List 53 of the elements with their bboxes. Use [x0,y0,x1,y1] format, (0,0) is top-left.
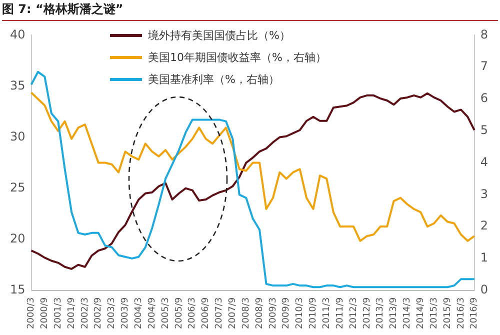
x-tick-label: 2015/3 [429,297,440,330]
x-tick-label: 2011/9 [335,297,346,330]
y-tick-label: 30 [10,129,26,144]
x-tick-label: 2010/9 [308,297,319,330]
x-tick-label: 2008/3 [241,297,252,330]
y2-tick-label: 5 [480,123,488,137]
x-tick-label: 2005/9 [174,297,184,330]
x-tick-label: 2007/9 [228,297,238,330]
y2-tick-label: 4 [480,154,488,169]
x-tick-label: 2016/9 [470,297,480,330]
x-tick-label: 2012/3 [348,297,359,330]
x-tick-label: 2006/9 [201,297,212,330]
legend-label: 美国10年期国债收益率（%，右轴） [148,50,326,64]
legend-label: 美国基准利率（%，右轴） [148,72,280,86]
x-tick-label: 2010/3 [295,297,306,330]
x-tick-label: 2002/3 [80,297,90,330]
y2-tick-label: 6 [480,91,488,106]
x-tick-label: 2004/3 [134,297,144,330]
x-tick-label: 2016/3 [456,297,466,330]
x-tick-label: 2007/3 [214,297,225,330]
x-tick-label: 2001/9 [66,297,77,330]
x-tick-label: 2008/9 [254,297,265,330]
x-tick-label: 2014/9 [416,297,426,330]
x-tick-label: 2012/9 [362,297,372,330]
x-tick-label: 2004/9 [147,297,158,330]
y-tick-label: 25 [10,180,26,194]
y2-tick-label: 1 [480,250,488,265]
y-tick-label: 35 [10,78,26,92]
y2-tick-label: 8 [480,27,488,42]
x-tick-label: 2013/3 [376,297,386,330]
x-tick-label: 2000/3 [26,297,37,330]
x-tick-label: 2011/3 [322,297,332,330]
y-tick-label: 20 [10,231,26,246]
x-tick-label: 2014/3 [402,297,413,330]
x-tick-label: 2006/3 [188,297,198,330]
y2-tick-label: 0 [480,282,488,296]
y2-tick-label: 7 [480,59,488,74]
x-tick-label: 2003/3 [107,297,118,330]
x-tick-label: 2002/9 [94,297,104,330]
x-tick-label: 2009/3 [268,297,278,330]
x-tick-label: 2015/9 [442,297,453,330]
y2-tick-label: 2 [480,218,488,233]
legend-label: 境外持有美国国债占比（%） [148,28,290,42]
x-tick-label: 2013/9 [389,297,400,330]
x-tick-label: 2000/9 [40,297,50,330]
x-tick-label: 2003/9 [120,297,131,330]
chart-title: 图 7: “格林斯潘之谜” [2,1,498,21]
y2-tick-label: 3 [480,186,488,201]
x-tick-label: 2005/3 [160,297,171,330]
x-tick-label: 2001/3 [53,297,64,330]
x-tick-label: 2009/9 [282,297,292,330]
y-tick-label: 15 [10,282,26,296]
y-tick-label: 40 [10,27,26,42]
